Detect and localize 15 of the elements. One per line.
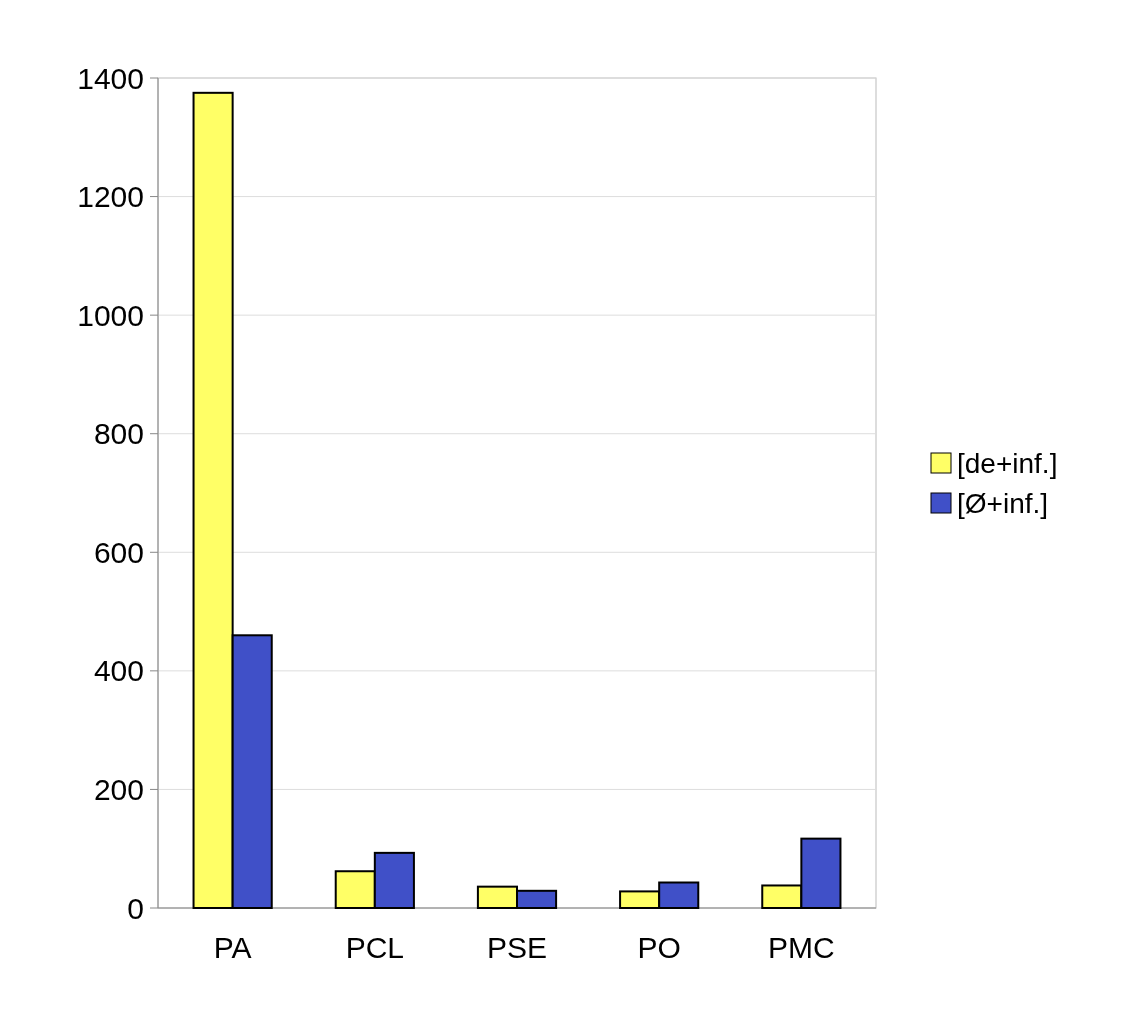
x-tick-label: PA — [213, 931, 252, 964]
legend-label: [Ø+inf.] — [957, 487, 1049, 519]
x-tick-label: PSE — [486, 931, 548, 964]
y-tick-label: 200 — [93, 772, 144, 806]
y-tick-label: 0 — [127, 891, 144, 925]
x-tick-label: PMC — [768, 931, 835, 964]
y-tick-label: 1400 — [77, 61, 144, 95]
y-tick-label: 600 — [93, 535, 144, 569]
y-tick-label: 800 — [93, 417, 144, 451]
x-tick-label: PCL — [345, 931, 404, 964]
legend-label: [de+inf.] — [957, 447, 1058, 479]
x-tick-label: PO — [637, 931, 681, 964]
y-tick-label: 400 — [93, 654, 144, 688]
y-tick-label: 1000 — [77, 298, 144, 332]
y-tick-label: 1200 — [77, 180, 144, 214]
